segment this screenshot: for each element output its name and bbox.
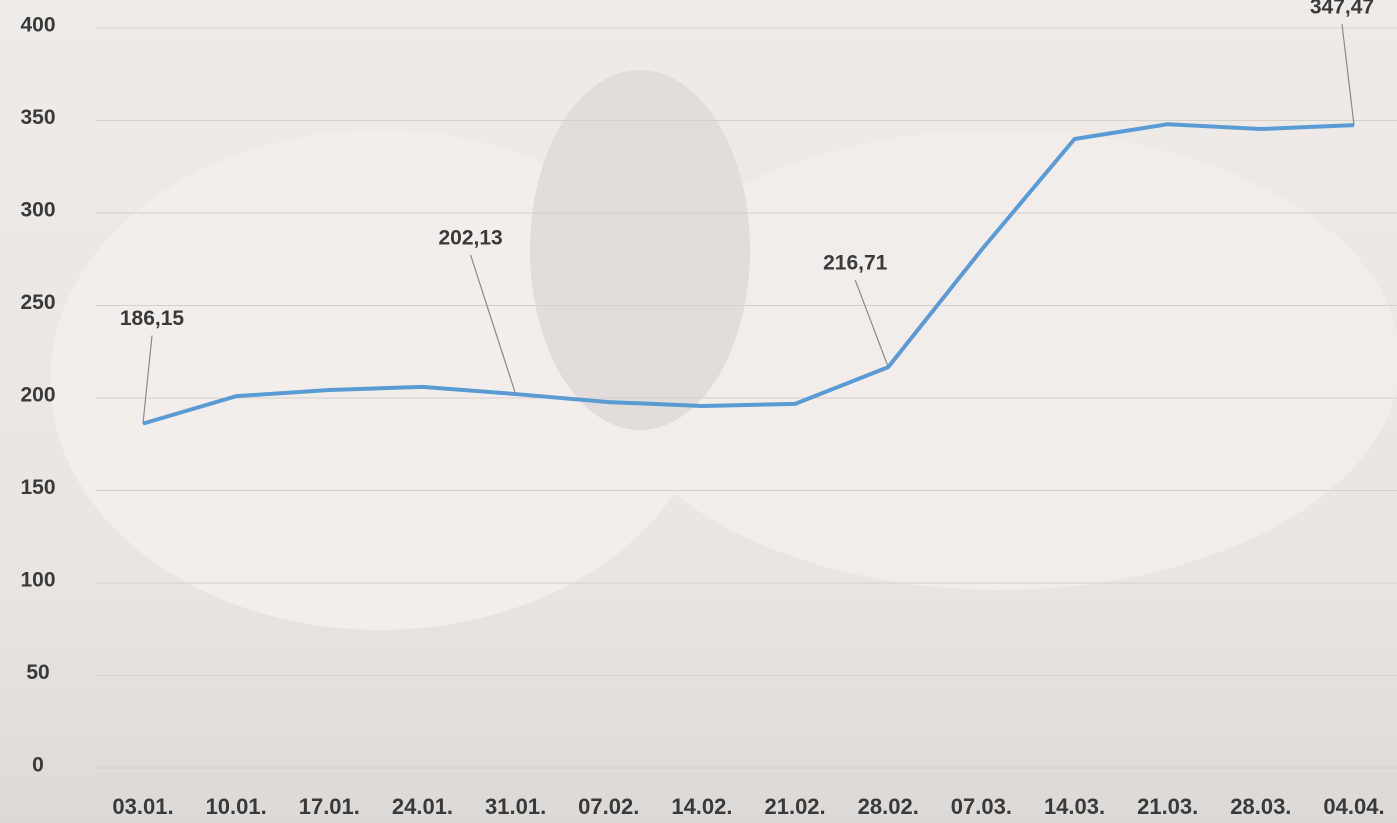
y-tick-label: 250 <box>20 291 55 314</box>
y-tick-label: 150 <box>20 476 55 499</box>
background-shape <box>530 70 750 430</box>
data-line <box>142 122 1355 426</box>
x-tick-label: 07.02. <box>578 794 639 819</box>
x-tick-label: 07.03. <box>951 794 1012 819</box>
y-tick-label: 300 <box>20 199 55 222</box>
x-tick-label: 31.01. <box>485 794 546 819</box>
x-tick-label: 17.01. <box>299 794 360 819</box>
leader-line <box>470 254 517 395</box>
x-tick-label: 14.03. <box>1044 794 1105 819</box>
x-tick-label: 24.01. <box>392 794 453 819</box>
x-tick-label: 04.04. <box>1323 794 1384 819</box>
leader-line <box>1341 24 1355 126</box>
y-tick-label: 400 <box>20 14 55 37</box>
x-tick-label: 03.01. <box>112 794 173 819</box>
y-tick-label: 200 <box>20 384 55 407</box>
x-tick-label: 14.02. <box>671 794 732 819</box>
x-tick-label: 28.03. <box>1230 794 1291 819</box>
y-tick-label: 50 <box>26 661 49 684</box>
y-tick-label: 350 <box>20 106 55 129</box>
y-tick-label: 100 <box>20 569 55 592</box>
leader-line <box>854 279 889 368</box>
x-tick-label: 21.03. <box>1137 794 1198 819</box>
data-label: 347,47 <box>1310 0 1374 19</box>
y-tick-label: 0 <box>32 754 44 777</box>
data-label: 202,13 <box>438 227 502 250</box>
background-shape <box>600 130 1397 590</box>
data-label: 216,71 <box>823 252 888 275</box>
x-tick-label: 21.02. <box>764 794 825 819</box>
data-label: 186,15 <box>120 307 185 330</box>
x-tick-label: 28.02. <box>858 794 919 819</box>
leader-line <box>142 335 153 424</box>
x-tick-label: 10.01. <box>206 794 267 819</box>
